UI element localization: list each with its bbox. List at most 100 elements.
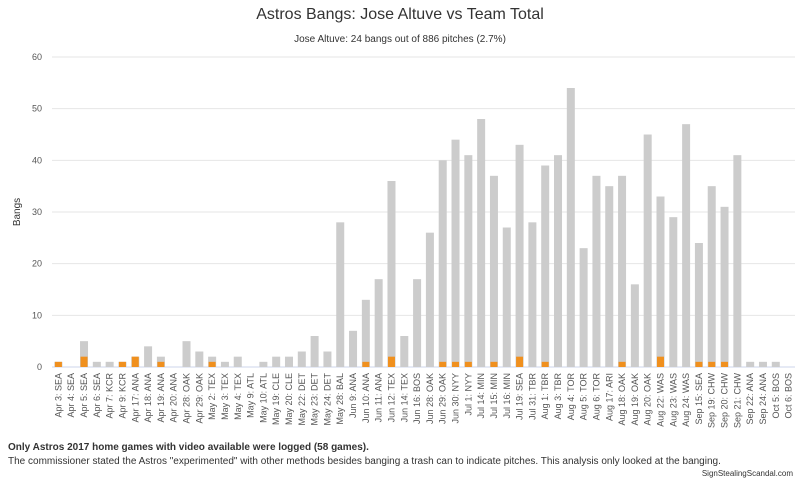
- bar: [54, 361, 62, 367]
- bar: [605, 186, 614, 367]
- x-tick-label: Apr 4: SEA: [66, 373, 76, 418]
- bar: [310, 336, 319, 367]
- chart-subtitle: Jose Altuve: 24 bangs out of 886 pitches…: [294, 34, 506, 45]
- x-tick-label: Aug 6: TOR: [591, 373, 601, 421]
- bar: [451, 139, 460, 367]
- bar: [272, 356, 281, 367]
- x-tick-label: Apr 19: ANA: [156, 373, 166, 423]
- bar: [746, 361, 755, 367]
- bar: [220, 361, 229, 367]
- bar: [541, 165, 550, 367]
- x-tick-label: Sep 19: CHW: [707, 373, 717, 429]
- bar: [438, 160, 447, 367]
- x-tick-label: Aug 20: OAK: [643, 373, 653, 426]
- bar: [477, 119, 486, 367]
- bar: [425, 232, 434, 367]
- bar: [464, 155, 473, 367]
- bar: [618, 175, 627, 367]
- bar: [400, 336, 409, 367]
- y-tick-label: 20: [32, 259, 42, 269]
- bar: [297, 351, 306, 367]
- bar: [489, 175, 498, 367]
- bar: [439, 361, 447, 367]
- bar: [708, 361, 716, 367]
- bar: [630, 284, 639, 367]
- x-tick-label: Aug 24: WAS: [681, 373, 691, 427]
- x-tick-label: May 4: TEX: [233, 373, 243, 420]
- x-tick-label: Apr 28: OAK: [182, 373, 192, 424]
- x-tick-label: Apr 18: ANA: [143, 373, 153, 423]
- x-tick-label: May 9: ATL: [246, 373, 256, 418]
- bar: [323, 351, 332, 367]
- bar: [618, 361, 626, 367]
- footnote: The commissioner stated the Astros "expe…: [8, 456, 721, 467]
- bar: [349, 330, 358, 367]
- bar: [464, 361, 472, 367]
- x-tick-label: Sep 20: CHW: [720, 373, 730, 429]
- bar: [208, 361, 216, 367]
- x-tick-label: Apr 5: SEA: [79, 373, 89, 418]
- bar: [336, 222, 345, 367]
- bar: [694, 243, 703, 367]
- bar: [516, 356, 524, 367]
- x-tick-label: May 24: DET: [322, 372, 332, 425]
- bar: [733, 155, 742, 367]
- bar: [284, 356, 293, 367]
- x-tick-label: Sep 21: CHW: [732, 373, 742, 429]
- x-tick-label: Oct 6: BOS: [784, 373, 794, 419]
- x-tick-label: Aug 22: WAS: [655, 373, 665, 427]
- x-tick-label: Jun 14: TEX: [399, 373, 409, 422]
- x-tick-label: Jul 16: MIN: [502, 373, 512, 419]
- x-tick-label: Apr 6: SEA: [92, 373, 102, 418]
- bar: [131, 356, 139, 367]
- bar: [208, 356, 217, 367]
- x-tick-label: May 22: DET: [297, 372, 307, 425]
- bar: [656, 196, 665, 367]
- x-tick-label: Jul 31: TBR: [527, 373, 537, 420]
- x-tick-label: Jun 30: NYY: [451, 373, 461, 424]
- bar: [80, 341, 89, 367]
- y-tick-label: 30: [32, 207, 42, 217]
- x-tick-label: Apr 20: ANA: [169, 373, 179, 423]
- x-tick-label: Jun 16: BOS: [412, 373, 422, 424]
- bar: [92, 361, 101, 367]
- y-tick-label: 0: [37, 362, 42, 372]
- x-tick-label: Aug 5: TOR: [579, 373, 589, 421]
- chart-title: Astros Bangs: Jose Altuve vs Team Total: [256, 6, 544, 23]
- bar: [157, 361, 165, 367]
- y-axis-label: Bangs: [12, 198, 23, 226]
- x-tick-label: Aug 17: ARI: [604, 373, 614, 421]
- x-tick-label: May 3: TEX: [220, 373, 230, 420]
- x-tick-label: Aug 19: OAK: [630, 373, 640, 426]
- bar: [592, 175, 601, 367]
- x-tick-label: Aug 18: OAK: [617, 373, 627, 426]
- y-tick-label: 60: [32, 52, 42, 62]
- bar: [682, 124, 691, 368]
- x-tick-label: Jul 1: NYY: [463, 373, 473, 416]
- bar: [721, 361, 729, 367]
- bar: [361, 299, 370, 367]
- x-tick-label: Jun 12: TEX: [386, 373, 396, 422]
- x-tick-label: Jun 11: ANA: [374, 373, 384, 422]
- bar: [515, 144, 524, 367]
- x-tick-label: Jul 14: MIN: [476, 373, 486, 419]
- x-tick-label: Jul 15: MIN: [489, 373, 499, 419]
- y-tick-label: 50: [32, 104, 42, 114]
- y-tick-label: 40: [32, 155, 42, 165]
- x-tick-label: Apr 29: OAK: [194, 373, 204, 424]
- x-tick-label: Jun 28: OAK: [425, 373, 435, 424]
- bar: [195, 351, 204, 367]
- x-tick-label: May 23: DET: [310, 372, 320, 425]
- bar: [566, 88, 575, 367]
- x-tick-label: May 28: BAL: [335, 373, 345, 425]
- bar: [118, 361, 126, 367]
- footnote-bold: Only Astros 2017 home games with video a…: [8, 442, 369, 453]
- bar: [362, 361, 370, 367]
- x-tick-label: Apr 17: ANA: [130, 373, 140, 423]
- bar: [554, 155, 563, 367]
- bar: [259, 361, 268, 367]
- bar: [656, 356, 664, 367]
- bar: [144, 346, 153, 367]
